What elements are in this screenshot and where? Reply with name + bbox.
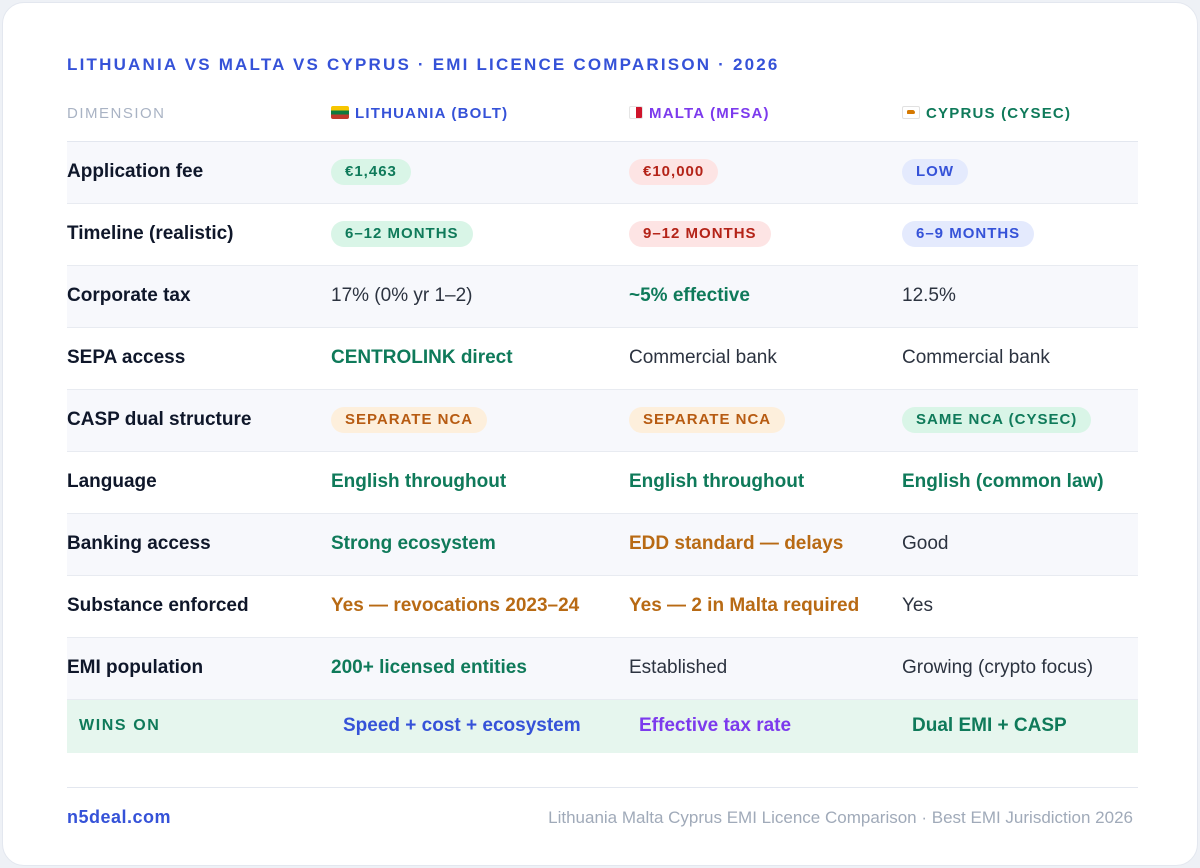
cell-cyprus: Commercial bank [902,327,1138,390]
header-malta: MALTA (MFSA) [629,87,902,142]
row-label: CASP dual structure [67,389,331,452]
footer-divider [67,787,1138,788]
cell-cyprus: Growing (crypto focus) [902,637,1138,700]
row-label: EMI population [67,637,331,700]
row-label: Language [67,451,331,514]
cell-malta: EDD standard — delays [629,513,902,576]
cell-malta: Commercial bank [629,327,902,390]
cell-cyprus: Yes [902,575,1138,638]
cell-cyprus: English (common law) [902,451,1138,514]
cell-lithuania: SEPARATE NCA [331,389,629,452]
row-label: Substance enforced [67,575,331,638]
value-pill: SAME NCA (CYSEC) [902,407,1092,433]
table-row: Timeline (realistic) 6–12 MONTHS 9–12 MO… [67,203,1138,266]
row-label: Application fee [67,141,331,204]
value-pill: LOW [902,159,968,185]
wins-lithuania: Speed + cost + ecosystem [331,699,629,753]
table-row: Banking access Strong ecosystem EDD stan… [67,513,1138,576]
table-row: SEPA access CENTROLINK direct Commercial… [67,327,1138,390]
header-lithuania-label: LITHUANIA (BOLT) [355,105,509,123]
value-pill: 6–12 MONTHS [331,221,473,247]
cell-cyprus: 12.5% [902,265,1138,328]
header-dimension: DIMENSION [67,87,331,142]
cell-lithuania: Yes — revocations 2023–24 [331,575,629,638]
malta-flag-icon [629,106,643,120]
cell-lithuania: 6–12 MONTHS [331,203,629,266]
table-row: EMI population 200+ licensed entities Es… [67,637,1138,700]
lithuania-flag-icon [331,106,349,120]
row-label: Timeline (realistic) [67,203,331,266]
value-pill: SEPARATE NCA [629,407,786,433]
table-row: Language English throughout English thro… [67,451,1138,514]
wins-cyprus: Dual EMI + CASP [902,699,1138,753]
comparison-table: DIMENSION LITHUANIA (BOLT) MALTA (MFSA) … [67,87,1138,753]
cell-lithuania: €1,463 [331,141,629,204]
cell-cyprus: SAME NCA (CYSEC) [902,389,1138,452]
value-pill: 9–12 MONTHS [629,221,771,247]
cyprus-flag-icon [902,106,920,120]
cell-malta: Established [629,637,902,700]
value-pill: €10,000 [629,159,719,185]
table-row: Substance enforced Yes — revocations 202… [67,575,1138,638]
brand-link[interactable]: n5deal.com [67,807,172,827]
table-header-row: DIMENSION LITHUANIA (BOLT) MALTA (MFSA) … [67,87,1138,142]
cell-lithuania: CENTROLINK direct [331,327,629,390]
page-title: LITHUANIA VS MALTA VS CYPRUS · EMI LICEN… [67,55,780,74]
cell-cyprus: Good [902,513,1138,576]
cell-malta: 9–12 MONTHS [629,203,902,266]
cell-lithuania: Strong ecosystem [331,513,629,576]
header-lithuania: LITHUANIA (BOLT) [331,87,629,142]
value-pill: €1,463 [331,159,411,185]
header-cyprus: CYPRUS (CYSEC) [902,87,1138,142]
cell-cyprus: LOW [902,141,1138,204]
cell-malta: Yes — 2 in Malta required [629,575,902,638]
footer-caption: Lithuania Malta Cyprus EMI Licence Compa… [548,808,1133,827]
table-row: CASP dual structure SEPARATE NCA SEPARAT… [67,389,1138,452]
row-label: Banking access [67,513,331,576]
table-row: Corporate tax 17% (0% yr 1–2) ~5% effect… [67,265,1138,328]
row-label: Corporate tax [67,265,331,328]
table-row: Application fee €1,463 €10,000 LOW [67,141,1138,204]
cell-lithuania: 200+ licensed entities [331,637,629,700]
value-pill: SEPARATE NCA [331,407,488,433]
cell-malta: €10,000 [629,141,902,204]
row-label: SEPA access [67,327,331,390]
cell-lithuania: English throughout [331,451,629,514]
wins-malta: Effective tax rate [629,699,902,753]
header-cyprus-label: CYPRUS (CYSEC) [926,105,1072,123]
wins-on-label: WINS ON [67,699,331,753]
cell-malta: ~5% effective [629,265,902,328]
cell-cyprus: 6–9 MONTHS [902,203,1138,266]
cell-malta: SEPARATE NCA [629,389,902,452]
cell-malta: English throughout [629,451,902,514]
header-malta-label: MALTA (MFSA) [649,105,770,123]
value-pill: 6–9 MONTHS [902,221,1035,247]
wins-on-row: WINS ON Speed + cost + ecosystem Effecti… [67,699,1138,753]
cell-lithuania: 17% (0% yr 1–2) [331,265,629,328]
